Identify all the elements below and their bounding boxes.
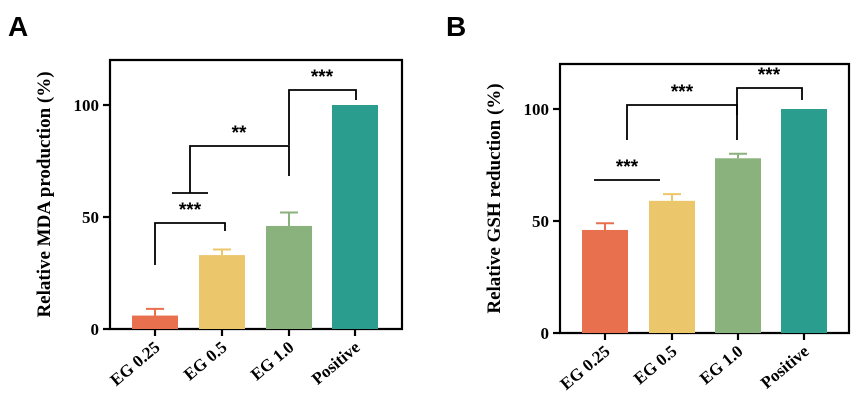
error-bar [596,222,614,230]
bar-eg-0-5 [199,255,245,329]
plot-frame [108,58,404,331]
bar-eg-0-5 [649,200,695,333]
y-tick-label: 0 [541,324,550,343]
panel-letter: B [446,11,466,42]
significance-label: *** [758,65,781,86]
bar-positive [781,109,827,333]
x-tick-label: EG 0.5 [180,338,231,385]
error-bar [280,211,298,226]
bar-positive [332,105,378,329]
x-tick-label: EG 0.25 [106,338,163,390]
significance-label: *** [671,82,694,103]
significance-bracket [172,145,290,194]
x-tick-label: EG 0.25 [556,342,613,394]
significance-bracket [626,104,738,140]
significance-label: *** [179,200,202,221]
x-tick-label: EG 1.0 [696,342,747,389]
bar-eg-0-25 [132,315,178,329]
x-tick-label: EG 1.0 [247,338,298,385]
y-axis-label: Relative GSH reduction (%) [484,83,505,313]
significance-label: *** [616,157,639,178]
y-tick-label: 50 [532,212,549,231]
panel-B: B Relative GSH reduction (%) 0 50 100 EG 0.25… [446,11,851,394]
y-tick-label: 100 [524,100,550,119]
significance-bracket [736,87,803,140]
x-tick-label: EG 0.5 [630,342,681,389]
significance-bracket [288,89,357,145]
error-bar [663,193,681,201]
bar-eg-0-25 [582,229,628,333]
y-tick-label: 100 [74,96,100,115]
error-bar [729,152,747,159]
y-tick-label: 0 [91,320,100,339]
error-bar [213,248,231,256]
bar-eg-1-0 [715,158,761,333]
x-tick-label: Positive [757,341,813,392]
plot-frame [558,62,851,335]
significance-bracket [154,222,226,265]
panel-letter: A [8,11,28,42]
significance-label: ** [232,123,247,144]
y-tick-label: 50 [82,208,99,227]
panel-A: A Relative MDA production (%) 0 50 100 EG 0.2… [8,11,404,390]
error-bar [146,307,164,316]
significance-label: *** [311,67,334,88]
y-axis-label: Relative MDA production (%) [34,71,55,317]
x-tick-label: Positive [308,337,364,388]
bar-eg-1-0 [266,225,312,329]
